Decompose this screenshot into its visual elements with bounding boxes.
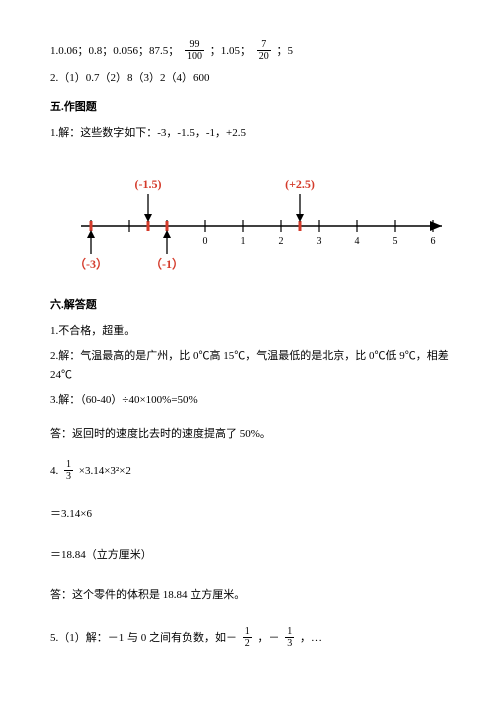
svg-text:1: 1	[241, 236, 246, 247]
section-6-title: 六.解答题	[50, 296, 450, 315]
fraction-neg-1-2: 1 2	[243, 626, 252, 649]
q6-3-answer: 答：返回时的速度比去时的速度提高了 50%。	[50, 425, 450, 444]
svg-text:(-1.5): (-1.5)	[135, 177, 162, 191]
svg-text:0: 0	[203, 236, 208, 247]
text: ，…	[300, 632, 322, 644]
answer-line-2: 2.（1）0.7（2）8（3）2（4）600	[50, 69, 450, 88]
text: ；1.05；	[210, 45, 251, 57]
q6-2: 2.解：气温最高的是广州，比 0℃高 15℃，气温最低的是北京，比 0℃低 9℃…	[50, 347, 450, 384]
text: ，－	[258, 632, 283, 644]
numerator: 1	[64, 459, 73, 471]
svg-text:5: 5	[393, 236, 398, 247]
numerator: 1	[243, 626, 252, 638]
svg-text:3: 3	[317, 236, 322, 247]
q6-4-answer: 答：这个零件的体积是 18.84 立方厘米。	[50, 586, 450, 605]
svg-text:（-3）: （-3）	[74, 256, 108, 271]
section-5-title: 五.作图题	[50, 98, 450, 117]
text: 4.	[50, 465, 61, 477]
q6-5: 5.（1）解：－1 与 0 之间有负数，如－ 1 2 ，－ 1 3 ，…	[50, 627, 450, 650]
svg-text:2: 2	[279, 236, 284, 247]
fraction-99-100: 99 100	[185, 39, 204, 62]
fraction-7-20: 7 20	[257, 39, 271, 62]
q6-4-line3: ＝18.84（立方厘米）	[50, 546, 450, 565]
fraction-1-3: 1 3	[64, 459, 73, 482]
q6-4-line1: 4. 1 3 ×3.14×3²×2	[50, 460, 450, 483]
q6-4-line2: ＝3.14×6	[50, 505, 450, 524]
answer-line-1: 1.0.06；0.8；0.056；87.5； 99 100 ；1.05； 7 2…	[50, 40, 450, 63]
q6-3: 3.解：（60-40）÷40×100%=50%	[50, 391, 450, 410]
q5-1-text: 1.解：这些数字如下：-3，-1.5，-1，+2.5	[50, 124, 450, 143]
text: 5.（1）解：－1 与 0 之间有负数，如－	[50, 632, 237, 644]
fraction-neg-1-3: 1 3	[285, 626, 294, 649]
numerator: 99	[185, 39, 204, 51]
text: ；5	[277, 45, 294, 57]
numerator: 1	[285, 626, 294, 638]
text: 1.0.06；0.8；0.056；87.5；	[50, 45, 179, 57]
svg-text:6: 6	[431, 236, 436, 247]
q6-1: 1.不合格，超重。	[50, 322, 450, 341]
denominator: 100	[185, 51, 204, 62]
denominator: 2	[243, 638, 252, 649]
denominator: 3	[64, 471, 73, 482]
numerator: 7	[257, 39, 271, 51]
denominator: 3	[285, 638, 294, 649]
svg-text:(+2.5): (+2.5)	[285, 177, 315, 191]
svg-text:（-1）: （-1）	[150, 256, 184, 271]
number-line-figure: 0 1 2 3 4 5 6 (-1.5) (+2.5) （-3） （-1）	[70, 161, 450, 278]
svg-text:4: 4	[355, 236, 360, 247]
text: ×3.14×3²×2	[79, 465, 131, 477]
number-line-svg: 0 1 2 3 4 5 6 (-1.5) (+2.5) （-3） （-1）	[70, 161, 450, 271]
denominator: 20	[257, 51, 271, 62]
